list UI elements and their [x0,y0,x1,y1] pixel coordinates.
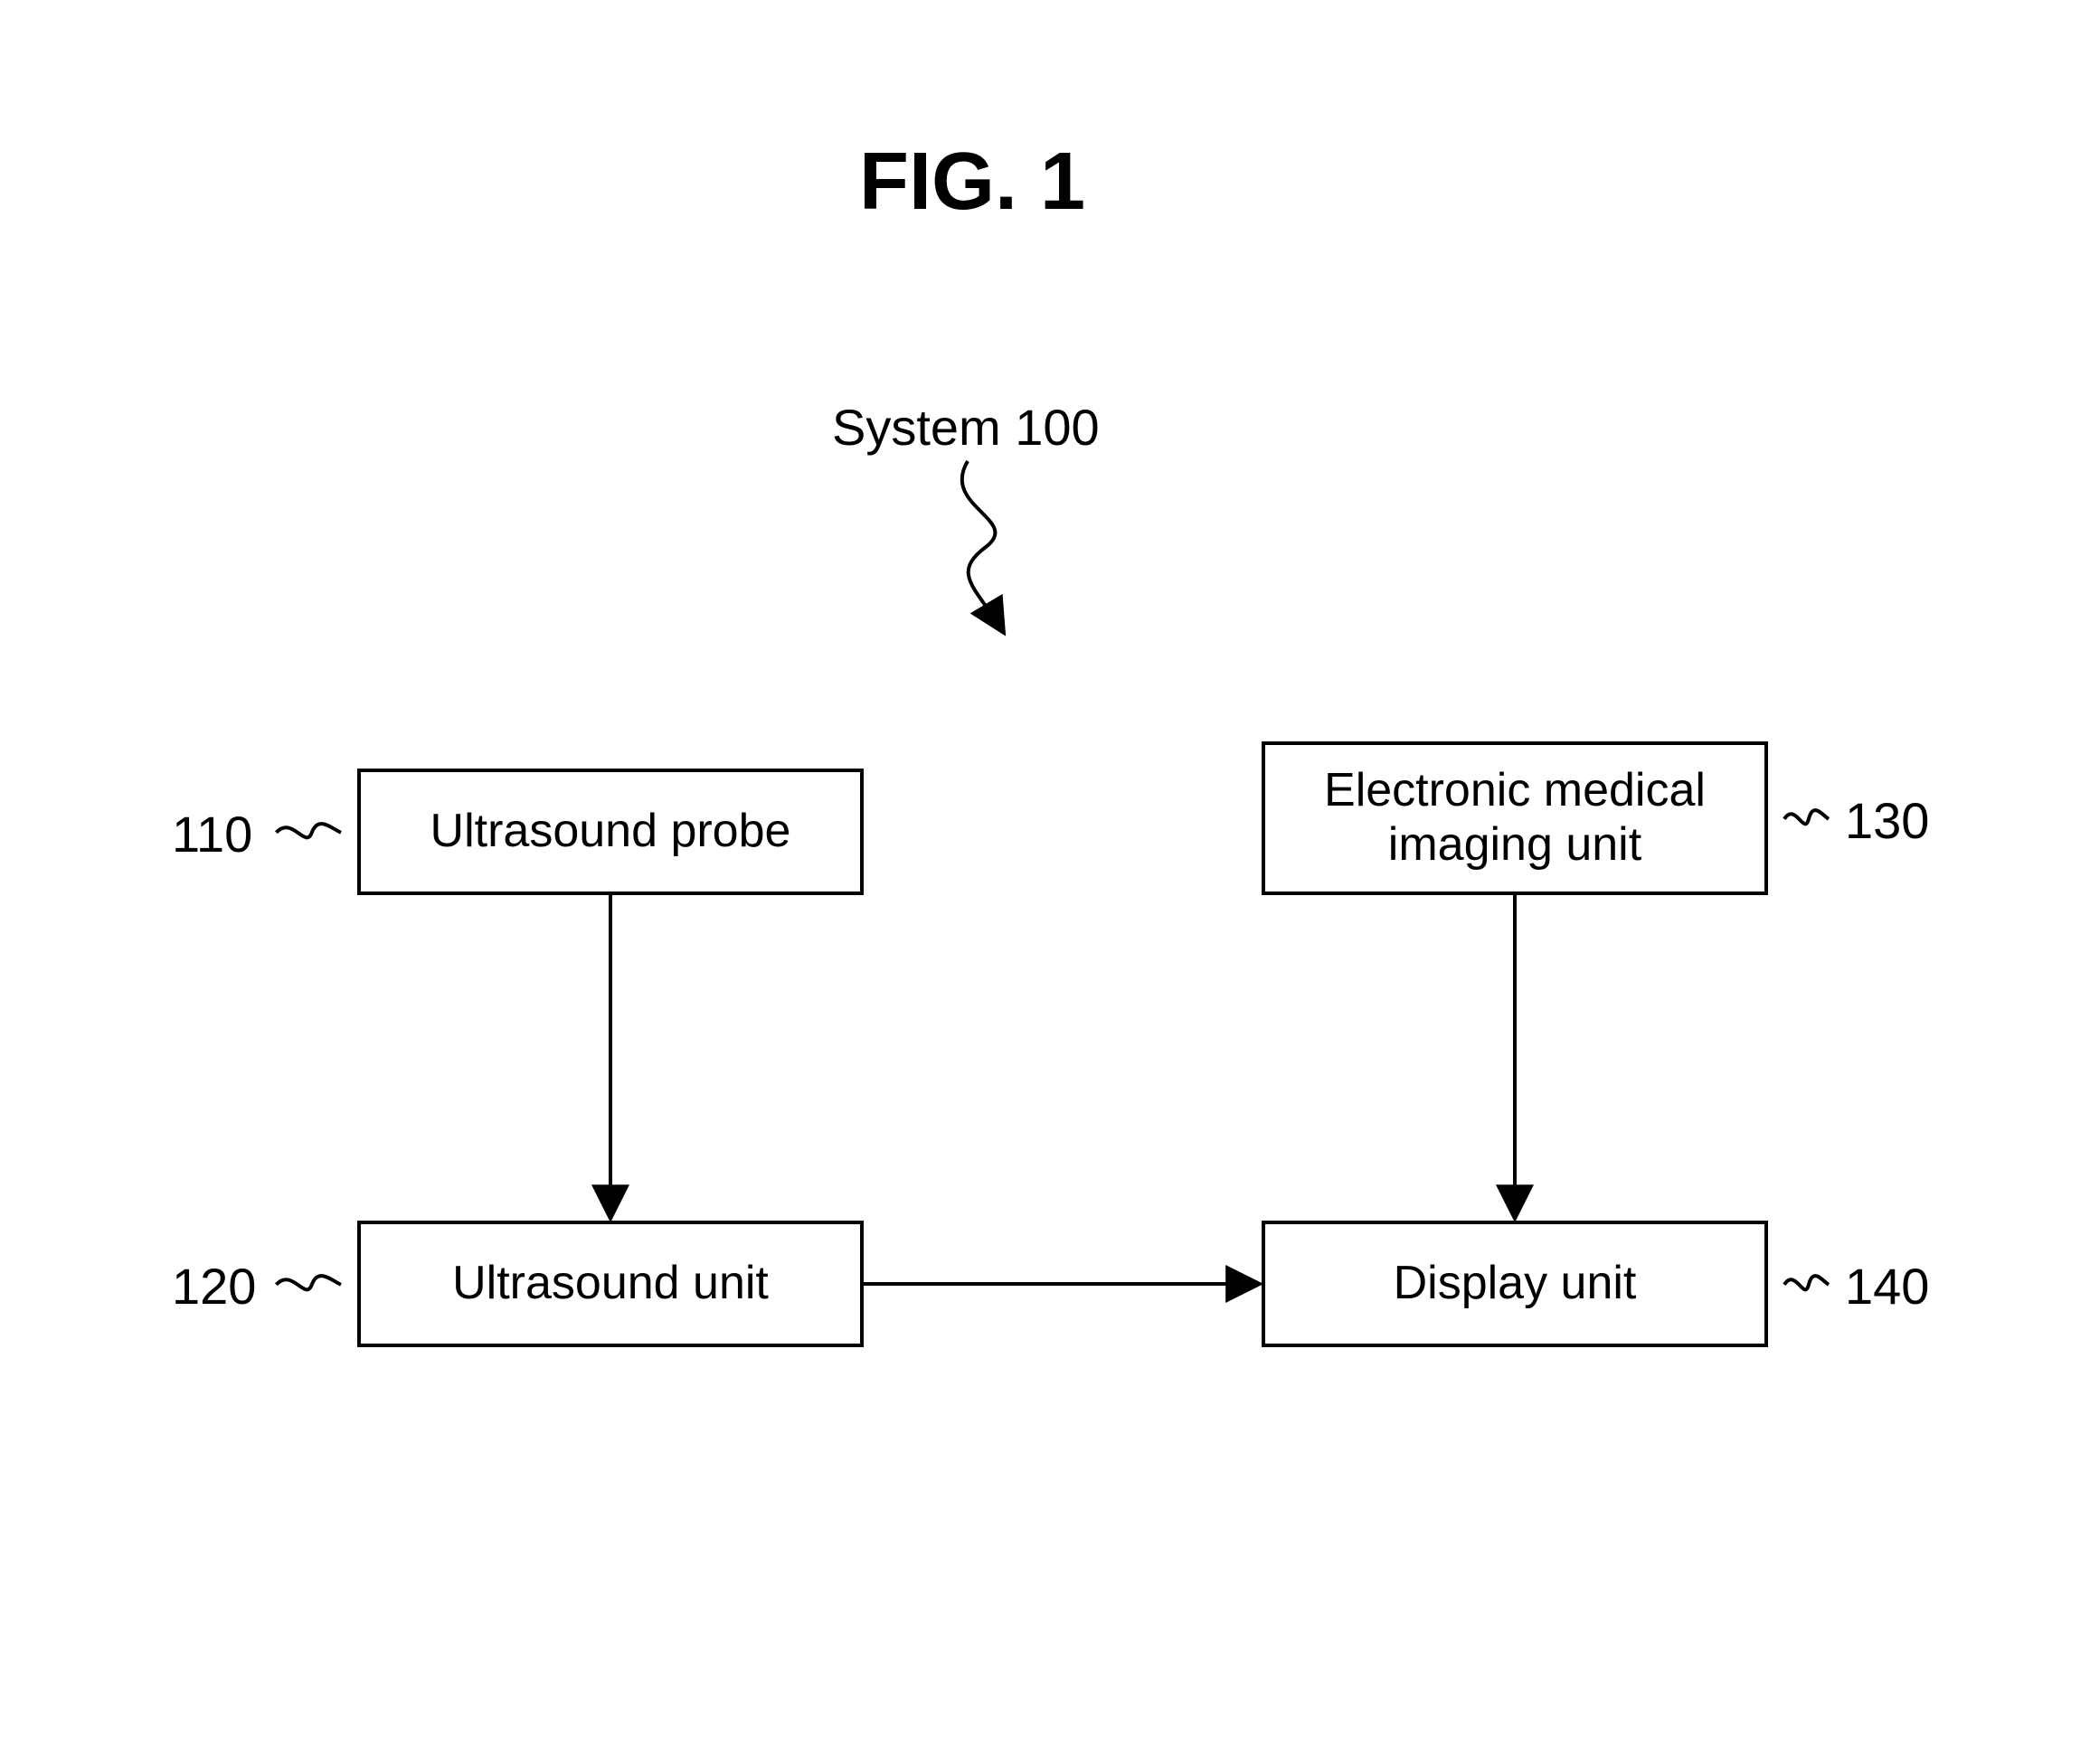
connector-layer [0,0,2090,1764]
ref-110: 110 [172,805,252,863]
node-electronic-medical-imaging-unit: Electronic medicalimaging unit [1262,741,1768,895]
system-label: System 100 [832,398,1100,457]
node-label: Ultrasound unit [452,1257,769,1311]
node-ultrasound-probe: Ultrasound probe [357,769,864,895]
ref-120: 120 [172,1257,256,1316]
node-display-unit: Display unit [1262,1221,1768,1347]
diagram-canvas: FIG. 1 System 100 Ultrasound probe Ultra… [0,0,2090,1764]
node-label: Electronic medicalimaging unit [1324,764,1706,873]
ref-130: 130 [1845,791,1929,850]
node-ultrasound-unit: Ultrasound unit [357,1221,864,1347]
node-label: Display unit [1394,1257,1637,1311]
ref-140: 140 [1845,1257,1929,1316]
figure-title: FIG. 1 [859,136,1085,229]
node-label: Ultrasound probe [430,805,791,859]
